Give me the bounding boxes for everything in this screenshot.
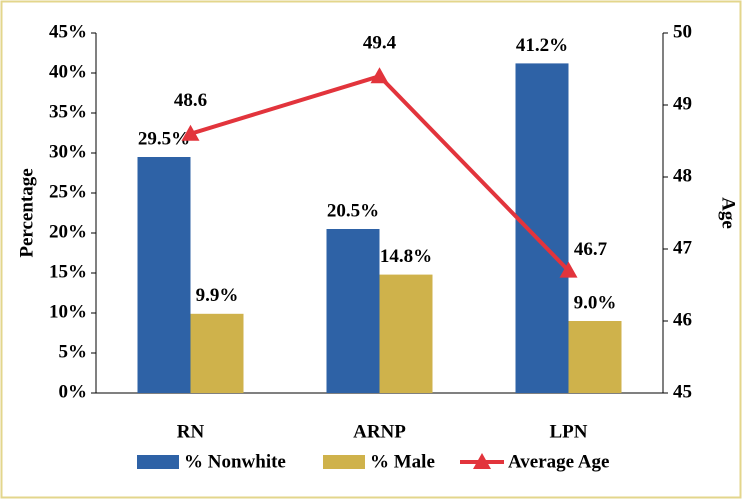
y-tick-label: 30% xyxy=(49,141,87,162)
legend-label: % Nonwhite xyxy=(184,451,286,472)
x-tick-label: ARNP xyxy=(353,421,406,442)
y-tick-label: 45% xyxy=(49,21,87,42)
y-axis-label: Percentage xyxy=(16,168,37,257)
bar xyxy=(190,313,244,393)
line-value-label: 46.7 xyxy=(574,239,608,260)
y2-tick-label: 46 xyxy=(673,309,692,330)
bar-value-label: 9.0% xyxy=(574,292,617,313)
legend-label: % Male xyxy=(370,451,435,472)
bar-value-label: 14.8% xyxy=(380,246,432,267)
y2-tick-label: 47 xyxy=(673,237,693,258)
bar xyxy=(568,321,622,393)
legend-label: Average Age xyxy=(508,451,609,472)
y-tick-label: 10% xyxy=(49,301,87,322)
legend-swatch xyxy=(137,455,179,469)
y2-tick-label: 49 xyxy=(673,93,692,114)
y2-tick-label: 50 xyxy=(673,21,692,42)
y-tick-label: 15% xyxy=(49,261,87,282)
line-marker xyxy=(370,67,389,84)
y-tick-label: 25% xyxy=(49,181,87,202)
bar xyxy=(379,274,433,393)
legend-marker xyxy=(473,453,491,469)
x-tick-label: LPN xyxy=(550,421,588,442)
bar xyxy=(137,157,191,393)
bar-value-label: 9.9% xyxy=(196,285,239,306)
line-value-label: 48.6 xyxy=(174,90,207,111)
line-value-label: 49.4 xyxy=(363,33,397,54)
y-tick-label: 40% xyxy=(49,61,87,82)
bar-value-label: 20.5% xyxy=(327,200,379,221)
y-tick-label: 35% xyxy=(49,101,87,122)
y-tick-label: 20% xyxy=(49,221,87,242)
bar-value-label: 29.5% xyxy=(138,128,190,149)
x-tick-label: RN xyxy=(177,421,205,442)
bar xyxy=(326,229,380,393)
y2-tick-label: 45 xyxy=(673,381,692,402)
bar-value-label: 41.2% xyxy=(516,35,568,56)
y2-tick-label: 48 xyxy=(673,165,692,186)
y2-axis-label: Age xyxy=(718,197,739,229)
line-marker xyxy=(181,124,200,141)
legend-swatch xyxy=(323,455,365,469)
bar xyxy=(515,63,569,394)
line-marker xyxy=(559,261,578,278)
y-tick-label: 5% xyxy=(59,341,88,362)
y-tick-label: 0% xyxy=(59,381,88,402)
